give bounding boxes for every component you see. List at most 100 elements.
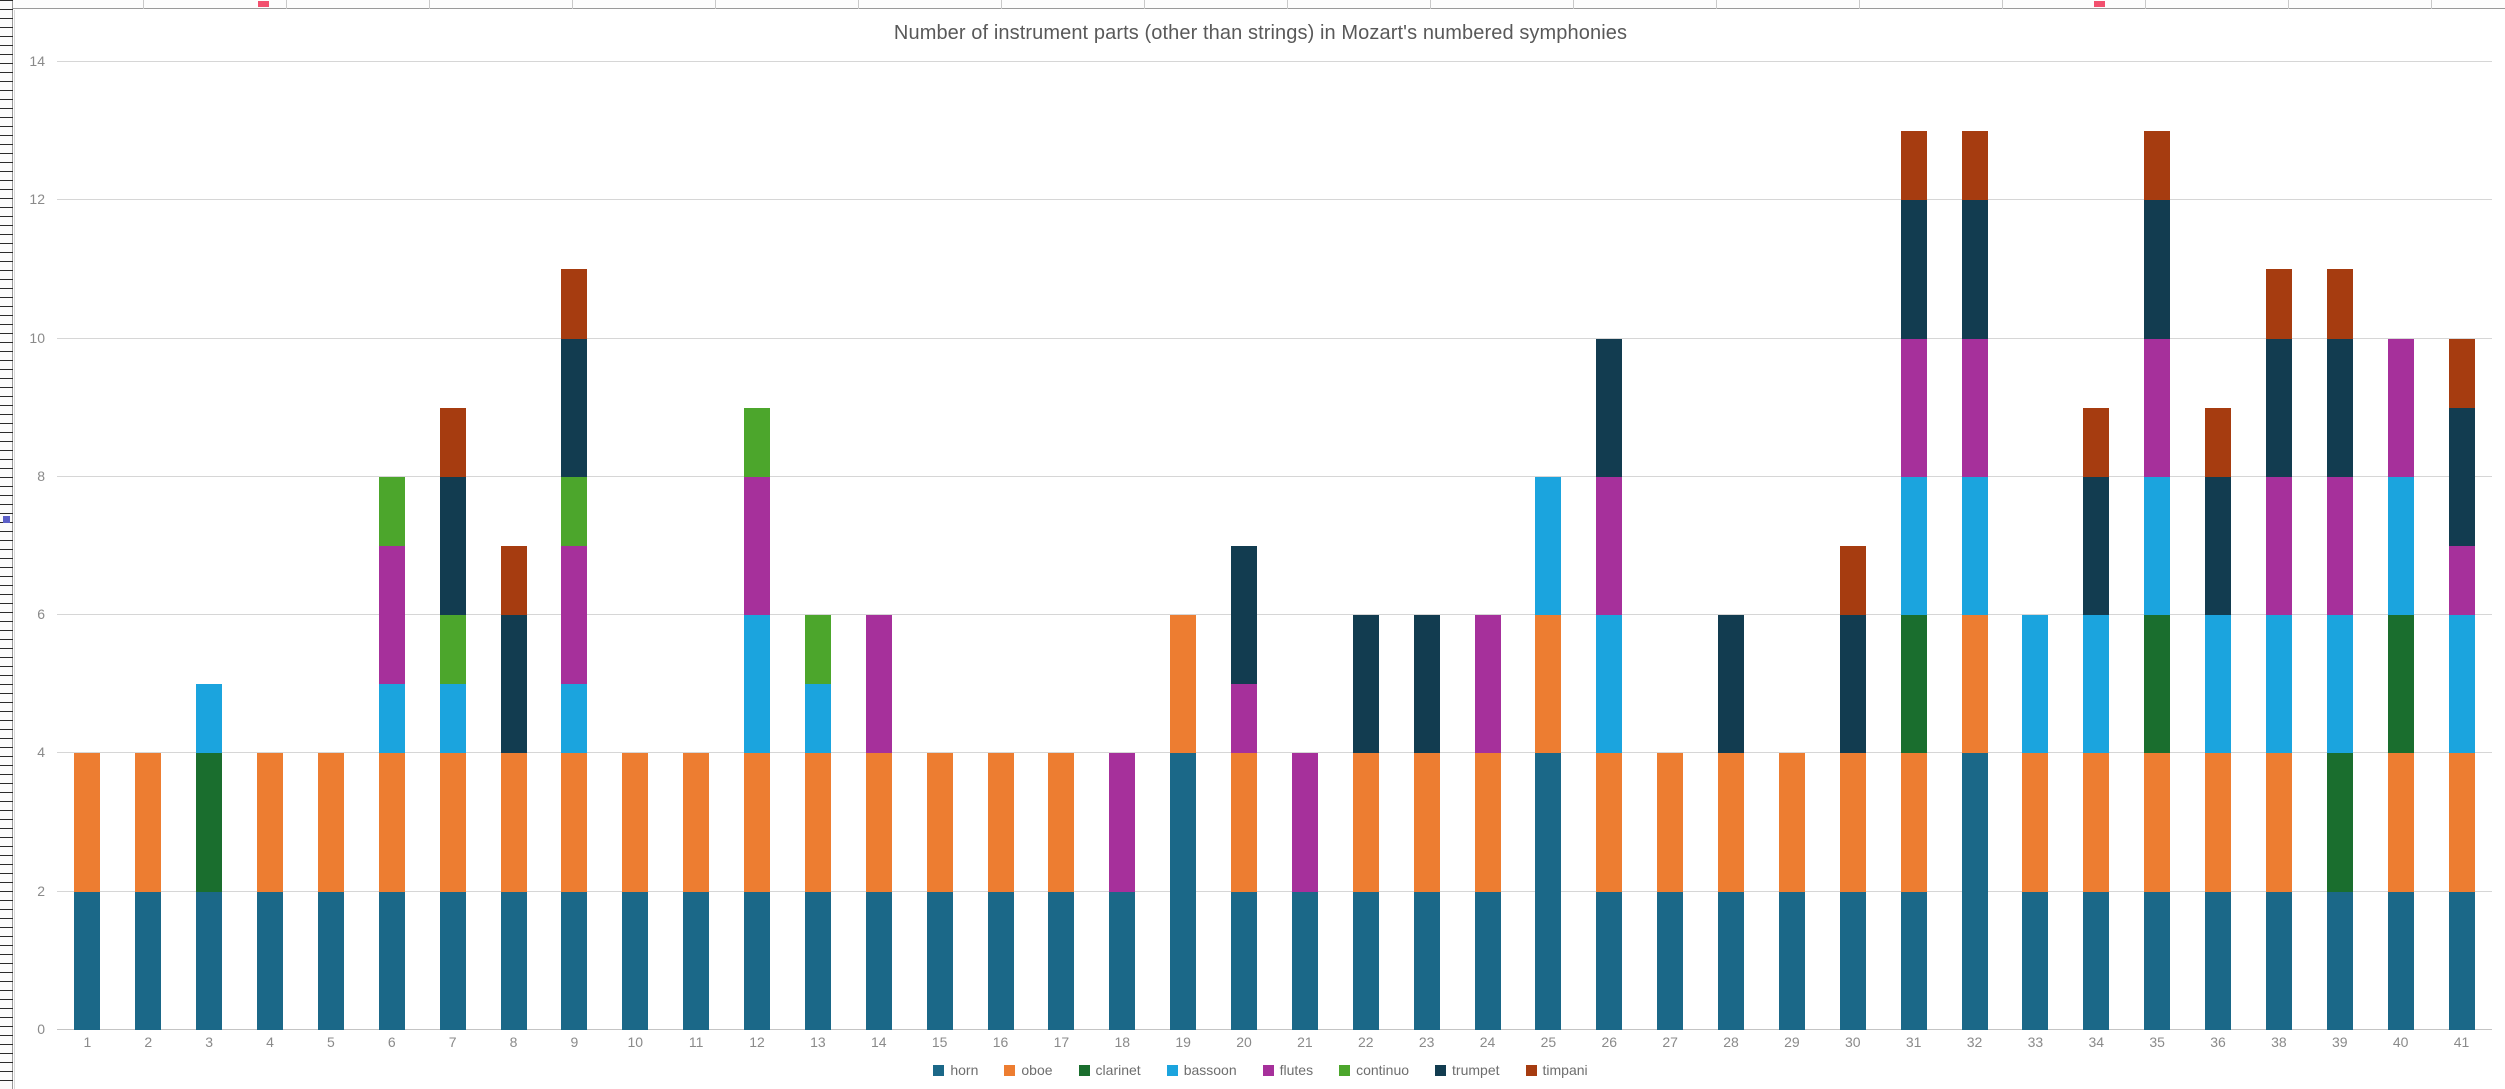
bar-segment-horn[interactable] xyxy=(1231,891,1258,1030)
bar-group[interactable] xyxy=(2066,62,2127,1030)
stacked-bar[interactable] xyxy=(378,476,405,1030)
bar-group[interactable] xyxy=(2309,62,2370,1030)
stacked-bar[interactable] xyxy=(1839,546,1866,1030)
bar-segment-bassoon[interactable] xyxy=(2144,476,2171,616)
bar-segment-bassoon[interactable] xyxy=(744,615,771,754)
bar-segment-oboe[interactable] xyxy=(987,753,1014,892)
bar-segment-horn[interactable] xyxy=(196,891,223,1030)
legend-item-horn[interactable]: horn xyxy=(933,1062,978,1078)
bar-segment-clarinet[interactable] xyxy=(2144,615,2171,754)
bar-segment-bassoon[interactable] xyxy=(804,684,831,754)
bar-group[interactable] xyxy=(483,62,544,1030)
bar-group[interactable] xyxy=(727,62,788,1030)
legend-item-continuo[interactable]: continuo xyxy=(1339,1062,1409,1078)
bar-segment-horn[interactable] xyxy=(683,891,710,1030)
bar-segment-oboe[interactable] xyxy=(135,753,162,892)
stacked-bar[interactable] xyxy=(2144,131,2171,1030)
bar-segment-oboe[interactable] xyxy=(2144,753,2171,892)
bar-group[interactable] xyxy=(2249,62,2310,1030)
bar-segment-bassoon[interactable] xyxy=(378,684,405,754)
bar-segment-horn[interactable] xyxy=(2144,891,2171,1030)
bar-group[interactable] xyxy=(2127,62,2188,1030)
bar-segment-oboe[interactable] xyxy=(1657,753,1684,892)
bar-segment-flutes[interactable] xyxy=(2326,476,2353,616)
bar-segment-flutes[interactable] xyxy=(378,546,405,685)
stacked-bar[interactable] xyxy=(1352,615,1379,1030)
bar-segment-oboe[interactable] xyxy=(1231,753,1258,892)
stacked-bar[interactable] xyxy=(196,684,223,1030)
bar-segment-bassoon[interactable] xyxy=(2022,615,2049,754)
bar-segment-oboe[interactable] xyxy=(1352,753,1379,892)
stacked-bar[interactable] xyxy=(1778,753,1805,1030)
bar-segment-trumpet[interactable] xyxy=(561,338,588,477)
bar-segment-horn[interactable] xyxy=(1352,891,1379,1030)
stacked-bar[interactable] xyxy=(1291,753,1318,1030)
bar-group[interactable] xyxy=(422,62,483,1030)
stacked-bar[interactable] xyxy=(1657,753,1684,1030)
bar-segment-oboe[interactable] xyxy=(1474,753,1501,892)
bar-group[interactable] xyxy=(2431,62,2492,1030)
bar-segment-continuo[interactable] xyxy=(804,615,831,685)
bar-segment-timpani[interactable] xyxy=(1839,546,1866,616)
bar-segment-bassoon[interactable] xyxy=(2326,615,2353,754)
bar-segment-oboe[interactable] xyxy=(257,753,284,892)
bar-group[interactable] xyxy=(1214,62,1275,1030)
bar-segment-horn[interactable] xyxy=(1170,753,1197,1030)
bar-segment-trumpet[interactable] xyxy=(1413,615,1440,754)
bar-group[interactable] xyxy=(788,62,849,1030)
bar-segment-continuo[interactable] xyxy=(561,476,588,547)
stacked-bar[interactable] xyxy=(2265,269,2292,1030)
bar-segment-oboe[interactable] xyxy=(561,753,588,892)
bar-segment-continuo[interactable] xyxy=(378,476,405,547)
legend-item-oboe[interactable]: oboe xyxy=(1004,1062,1053,1078)
bar-segment-oboe[interactable] xyxy=(2387,753,2414,892)
stacked-bar[interactable] xyxy=(561,269,588,1030)
legend-item-clarinet[interactable]: clarinet xyxy=(1078,1062,1141,1078)
bar-segment-horn[interactable] xyxy=(1778,891,1805,1030)
bar-segment-oboe[interactable] xyxy=(804,753,831,892)
bar-group[interactable] xyxy=(118,62,179,1030)
stacked-bar[interactable] xyxy=(987,753,1014,1030)
bar-segment-horn[interactable] xyxy=(74,891,101,1030)
bar-segment-horn[interactable] xyxy=(561,891,588,1030)
legend-item-bassoon[interactable]: bassoon xyxy=(1166,1062,1237,1078)
bar-segment-bassoon[interactable] xyxy=(2448,615,2475,754)
bar-segment-bassoon[interactable] xyxy=(196,684,223,754)
bar-segment-flutes[interactable] xyxy=(1596,476,1623,616)
bar-segment-horn[interactable] xyxy=(1718,891,1745,1030)
bar-segment-oboe[interactable] xyxy=(744,753,771,892)
bar-group[interactable] xyxy=(1396,62,1457,1030)
bar-group[interactable] xyxy=(909,62,970,1030)
bar-segment-oboe[interactable] xyxy=(865,753,892,892)
bar-segment-flutes[interactable] xyxy=(1231,684,1258,754)
bar-segment-horn[interactable] xyxy=(2326,891,2353,1030)
bar-segment-oboe[interactable] xyxy=(926,753,953,892)
stacked-bar[interactable] xyxy=(926,753,953,1030)
bar-segment-oboe[interactable] xyxy=(2022,753,2049,892)
bar-segment-horn[interactable] xyxy=(1291,891,1318,1030)
stacked-bar[interactable] xyxy=(317,753,344,1030)
bar-segment-trumpet[interactable] xyxy=(1231,546,1258,685)
stacked-bar[interactable] xyxy=(1474,615,1501,1030)
bar-segment-trumpet[interactable] xyxy=(1961,200,1988,339)
bar-segment-horn[interactable] xyxy=(500,891,527,1030)
bar-segment-horn[interactable] xyxy=(317,891,344,1030)
stacked-bar[interactable] xyxy=(2022,615,2049,1030)
bar-group[interactable] xyxy=(544,62,605,1030)
margin-marker[interactable] xyxy=(2094,1,2105,7)
bar-group[interactable] xyxy=(1335,62,1396,1030)
bar-segment-trumpet[interactable] xyxy=(2144,200,2171,339)
bar-segment-horn[interactable] xyxy=(439,891,466,1030)
bar-group[interactable] xyxy=(1031,62,1092,1030)
bar-segment-timpani[interactable] xyxy=(500,546,527,616)
bar-segment-horn[interactable] xyxy=(2022,891,2049,1030)
bar-segment-timpani[interactable] xyxy=(2265,269,2292,339)
stacked-bar[interactable] xyxy=(1413,615,1440,1030)
bar-group[interactable] xyxy=(2005,62,2066,1030)
bar-segment-flutes[interactable] xyxy=(1291,753,1318,892)
stacked-bar[interactable] xyxy=(2326,269,2353,1030)
bar-group[interactable] xyxy=(2370,62,2431,1030)
bar-segment-oboe[interactable] xyxy=(1900,753,1927,892)
bar-segment-bassoon[interactable] xyxy=(2205,615,2232,754)
bar-segment-oboe[interactable] xyxy=(2205,753,2232,892)
